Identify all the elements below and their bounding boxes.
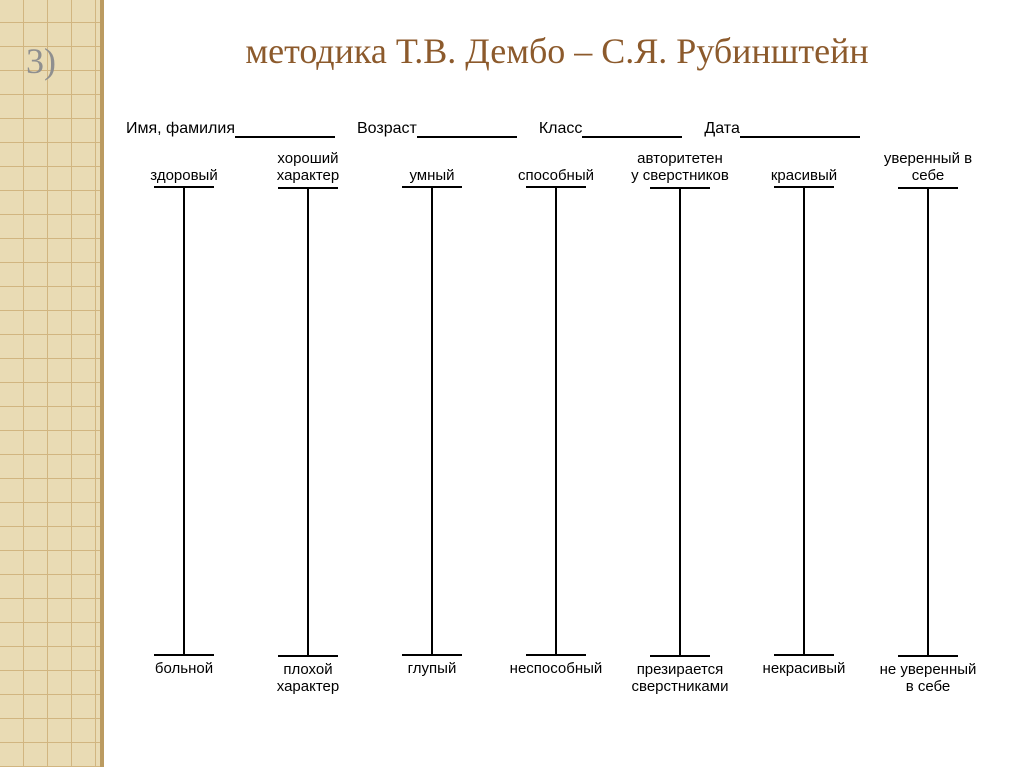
scale-column: здоровый больной: [122, 150, 246, 695]
scale-vertical-line: [803, 186, 805, 656]
scale-shaft: [278, 187, 338, 657]
scale-bottom-label: презирается сверстниками: [630, 661, 731, 696]
form-field: Имя, фамилия: [126, 120, 335, 138]
scale-vertical-line: [431, 186, 433, 656]
scale-cap-bottom: [650, 655, 710, 657]
scale-column: красивый некрасивый: [742, 150, 866, 695]
form-field: Класс: [539, 120, 683, 138]
scale-shaft: [650, 187, 710, 657]
scale-bottom-label: некрасивый: [761, 660, 848, 694]
scale-column: уверенный в себе не уверенный в себе: [866, 150, 990, 695]
form-field-label: Класс: [539, 120, 583, 138]
scale-top-label: авторитетен у сверстников: [629, 150, 731, 185]
left-pattern-band: [0, 0, 104, 767]
form-field-label: Имя, фамилия: [126, 120, 235, 138]
form-field-underline: [417, 122, 517, 138]
scale-cap-bottom: [774, 654, 834, 656]
form-field-label: Возраст: [357, 120, 417, 138]
scale-vertical-line: [307, 187, 309, 657]
scale-cap-bottom: [526, 654, 586, 656]
scale-top-label: умный: [407, 150, 456, 184]
scale-bottom-label: глупый: [406, 660, 459, 694]
scale-cap-bottom: [278, 655, 338, 657]
form-field-underline: [582, 122, 682, 138]
scale-shaft: [898, 187, 958, 657]
scale-column: способный неспособный: [494, 150, 618, 695]
scale-vertical-line: [183, 186, 185, 656]
form-field: Возраст: [357, 120, 517, 138]
scale-shaft: [774, 186, 834, 656]
form-header-row: Имя, фамилия Возраст Класс Дата: [126, 120, 994, 138]
scale-vertical-line: [679, 187, 681, 657]
scale-cap-bottom: [402, 654, 462, 656]
scale-shaft: [154, 186, 214, 656]
scale-column: хороший характер плохой характер: [246, 150, 370, 695]
scale-bottom-label: не уверенный в себе: [878, 661, 979, 696]
scale-column: авторитетен у сверстников презирается све…: [618, 150, 742, 695]
scale-vertical-line: [927, 187, 929, 657]
scale-top-label: уверенный в себе: [866, 150, 990, 185]
form-field: Дата: [704, 120, 859, 138]
scale-bottom-label: неспособный: [508, 660, 605, 694]
scale-shaft: [402, 186, 462, 656]
scale-vertical-line: [555, 186, 557, 656]
form-field-label: Дата: [704, 120, 739, 138]
slide: 3) методика Т.В. Дембо – С.Я. Рубинштейн…: [0, 0, 1024, 767]
scale-bottom-label: больной: [153, 660, 215, 694]
scale-top-label: красивый: [769, 150, 839, 184]
slide-title: методика Т.В. Дембо – С.Я. Рубинштейн: [130, 30, 984, 72]
slide-number: 3): [26, 40, 56, 82]
scale-top-label: способный: [516, 150, 596, 184]
scale-cap-bottom: [154, 654, 214, 656]
form-field-underline: [235, 122, 335, 138]
form-field-underline: [740, 122, 860, 138]
scale-bottom-label: плохой характер: [275, 661, 341, 696]
scale-column: умный глупый: [370, 150, 494, 695]
diagram-area: Имя, фамилия Возраст Класс Дата здоровый бол…: [118, 120, 994, 727]
scales-row: здоровый больной хороший характер плохой ха…: [118, 150, 994, 695]
scale-top-label: хороший характер: [275, 150, 341, 185]
scale-cap-bottom: [898, 655, 958, 657]
scale-top-label: здоровый: [148, 150, 219, 184]
scale-shaft: [526, 186, 586, 656]
